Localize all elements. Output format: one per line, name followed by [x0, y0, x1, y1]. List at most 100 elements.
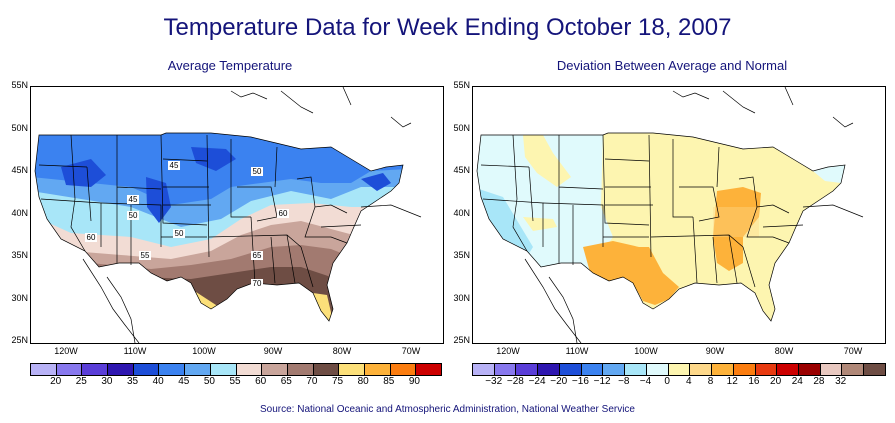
legend-swatch — [390, 364, 417, 375]
legend-label: 0 — [664, 376, 670, 387]
contour-label: 55 — [141, 251, 150, 260]
legend-swatch — [668, 364, 691, 375]
legend-label: −4 — [639, 376, 652, 387]
legend-label: 30 — [101, 376, 113, 387]
legend-label: 90 — [408, 376, 420, 387]
lon-label: 70W — [843, 346, 863, 356]
lon-label: 100W — [192, 346, 216, 356]
legend-swatch — [864, 364, 885, 375]
right-map-subtitle: Deviation Between Average and Normal — [556, 58, 788, 73]
lat-label: 40N — [11, 207, 28, 218]
legend-label: 40 — [152, 376, 164, 387]
contour-label: 50 — [129, 211, 138, 220]
contour-label-bg — [127, 211, 139, 220]
lon-label: 90W — [705, 346, 725, 356]
legend-label: 50 — [203, 376, 215, 387]
legend-label: 24 — [791, 376, 803, 387]
legend-swatch — [559, 364, 582, 375]
legend-label: 65 — [280, 376, 292, 387]
average-temperature-legend-labels: 20 25 30 35 40 45 50 55 60 65 70 75 80 85 90 — [30, 376, 440, 388]
legend-swatch — [473, 364, 495, 375]
lat-label: 55N — [11, 80, 28, 90]
lon-label: 100W — [634, 346, 658, 356]
lat-label: 30N — [453, 292, 470, 303]
contour-label-bg — [251, 251, 263, 260]
lat-label: 25N — [453, 335, 470, 345]
lon-label: 80W — [332, 346, 352, 356]
contour-label: 65 — [253, 251, 262, 260]
lon-label: 120W — [496, 346, 520, 356]
legend-label: −28 — [506, 376, 524, 387]
legend-label: 8 — [707, 376, 714, 387]
legend-label: 25 — [75, 376, 87, 387]
legend-label: 12 — [726, 376, 738, 387]
legend-swatch — [56, 364, 83, 375]
legend-swatch — [236, 364, 263, 375]
lon-label: 70W — [401, 346, 421, 356]
legend-swatch — [799, 364, 821, 375]
lon-label: 80W — [774, 346, 794, 356]
legend-label: 75 — [331, 376, 344, 387]
deviation-legend — [472, 363, 886, 376]
lat-label: 25N — [11, 335, 28, 345]
lon-label: 90W — [263, 346, 283, 356]
contour-label: 70 — [253, 279, 262, 288]
legend-swatch — [603, 364, 626, 375]
legend-swatch — [820, 364, 843, 375]
legend-swatch — [416, 364, 441, 375]
legend-swatch — [646, 364, 669, 375]
legend-swatch — [494, 364, 517, 375]
contour-label: 50 — [253, 167, 262, 176]
legend-label: 85 — [383, 376, 395, 387]
legend-label: 20 — [50, 376, 62, 387]
lon-label: 110W — [565, 346, 589, 356]
contour-label-bg — [173, 229, 185, 238]
legend-swatch — [313, 364, 340, 375]
legend-swatch — [712, 364, 734, 375]
contour-label: 45 — [129, 195, 138, 204]
legend-swatch — [516, 364, 539, 375]
average-temperature-map: 45 50 45 50 50 60 60 55 65 70 — [30, 86, 444, 344]
legend-swatch — [185, 364, 211, 375]
legend-label: 20 — [770, 376, 782, 387]
source-credit: Source: National Oceanic and Atmospheric… — [259, 404, 635, 415]
contour-label-bg — [277, 209, 289, 218]
average-temperature-legend — [30, 363, 442, 376]
legend-swatch — [690, 364, 713, 375]
legend-swatch — [625, 364, 647, 375]
legend-label: 55 — [229, 376, 241, 387]
legend-label: −16 — [571, 376, 589, 387]
contour-label-bg — [168, 161, 180, 170]
legend-swatch — [133, 364, 160, 375]
legend-label: −20 — [550, 376, 568, 387]
legend-label: 80 — [357, 376, 369, 387]
legend-label: 16 — [748, 376, 760, 387]
lat-label: 55N — [453, 80, 470, 90]
lat-label: 45N — [453, 165, 470, 175]
legend-label: −12 — [593, 376, 611, 387]
legend-swatch — [339, 364, 365, 375]
page-title: Temperature Data for Week Ending October… — [163, 14, 732, 41]
legend-label: 70 — [306, 376, 318, 387]
left-map-subtitle: Average Temperature — [167, 58, 293, 73]
legend-swatch — [159, 364, 186, 375]
legend-swatch — [581, 364, 604, 375]
legend-swatch — [755, 364, 778, 375]
legend-label: 60 — [255, 376, 267, 387]
legend-swatch — [287, 364, 314, 375]
temperature-deviation-svg — [476, 87, 864, 343]
temperature-deviation-map — [472, 86, 886, 344]
legend-swatch — [364, 364, 391, 375]
legend-label: 4 — [686, 376, 692, 387]
contour-label-bg — [127, 195, 139, 204]
average-temperature-svg: 45 50 45 50 50 60 60 55 65 70 — [34, 87, 422, 343]
contour-label-bg — [251, 167, 263, 176]
legend-label: −24 — [528, 376, 546, 387]
legend-swatch — [538, 364, 560, 375]
deviation-legend-labels: −32 −28 −24 −20 −16 −12 −8 −4 0 4 8 12 16 20 24 28 32 — [472, 376, 884, 388]
legend-swatch — [842, 364, 865, 375]
lat-label: 40N — [453, 207, 470, 218]
contour-label: 60 — [279, 209, 288, 218]
legend-swatch — [108, 364, 134, 375]
contour-label: 50 — [175, 229, 184, 238]
